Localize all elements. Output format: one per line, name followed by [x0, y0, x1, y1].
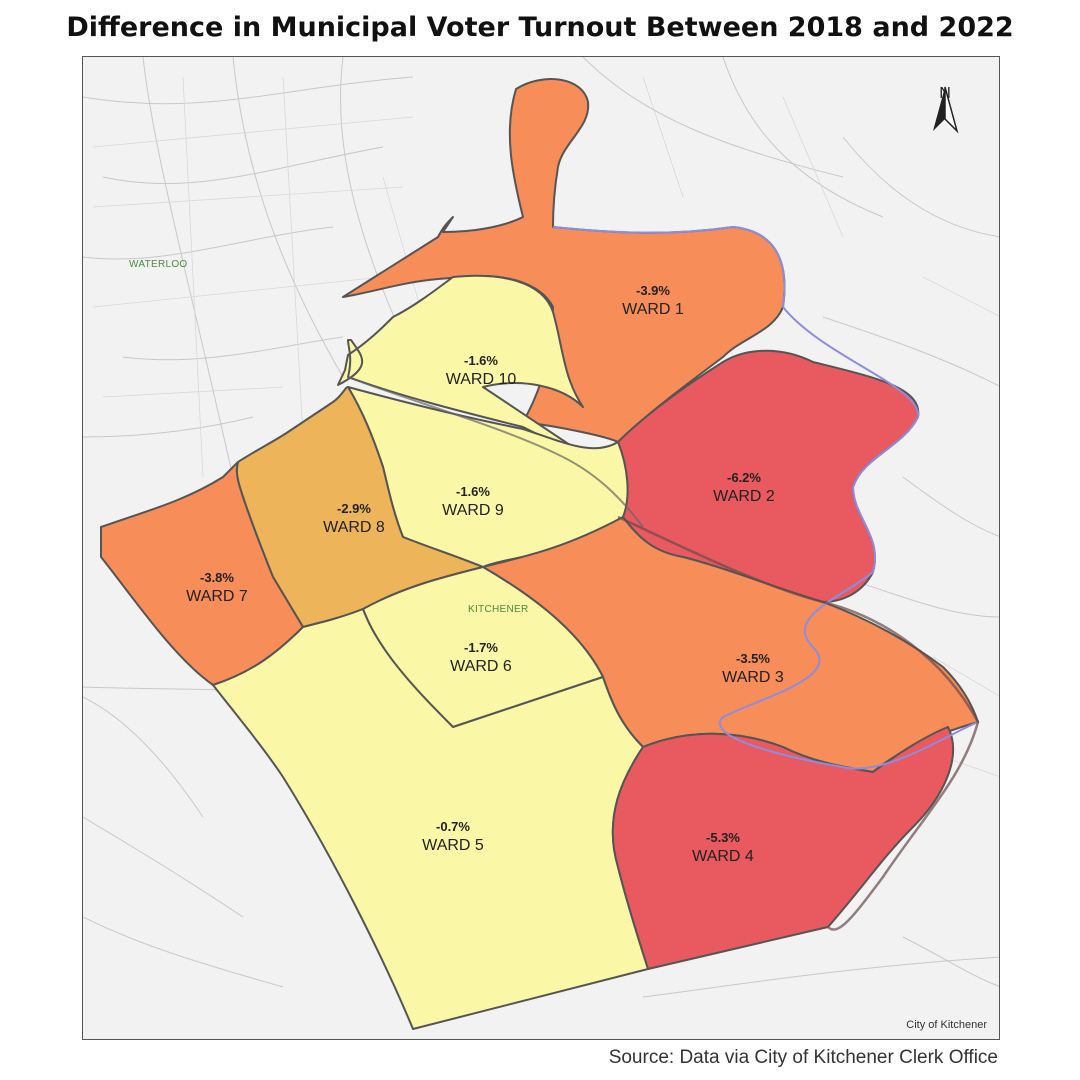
- ward-2-change: -6.2%: [727, 470, 761, 485]
- ward-5-name: WARD 5: [422, 837, 484, 854]
- river: [552, 225, 979, 770]
- ward-2-label: -6.2% WARD 2: [713, 470, 775, 506]
- ward-5-change: -0.7%: [436, 819, 470, 834]
- ward-10-change: -1.6%: [464, 353, 498, 368]
- ward-9-label: -1.6% WARD 9: [442, 484, 504, 520]
- ward-1-name: WARD 1: [622, 301, 684, 318]
- map-title: Difference in Municipal Voter Turnout Be…: [66, 12, 1014, 43]
- ward-8-name: WARD 8: [323, 519, 385, 536]
- ward-9-change: -1.6%: [456, 484, 490, 499]
- street-network-dense: [92, 76, 999, 777]
- ward-7-name: WARD 7: [186, 588, 248, 605]
- ward-6-label: -1.7% WARD 6: [450, 640, 512, 676]
- north-arrow: N: [929, 85, 961, 134]
- ward-polygons: [100, 78, 979, 1030]
- ward-6-change: -1.7%: [464, 640, 498, 655]
- source-note: Source: Data via City of Kitchener Clerk…: [608, 1047, 998, 1068]
- ward-3-change: -3.5%: [736, 651, 770, 666]
- ward-1-label: -3.9% WARD 1: [622, 283, 684, 319]
- ward-5-label: -0.7% WARD 5: [422, 819, 484, 855]
- ward-7-change: -3.8%: [200, 570, 234, 585]
- map-canvas[interactable]: [83, 57, 1000, 1040]
- ward-9-name: WARD 9: [442, 502, 504, 519]
- north-arrow-icon: [933, 86, 959, 134]
- ward-3-label: -3.5% WARD 3: [722, 651, 784, 687]
- place-label-waterloo: WATERLOO: [129, 259, 188, 270]
- ward-3-name: WARD 3: [722, 669, 784, 686]
- map-credit: City of Kitchener: [906, 1019, 987, 1031]
- ward-6-name: WARD 6: [450, 658, 512, 675]
- map-frame[interactable]: WATERLOO KITCHENER N -3.9% WARD 1 -1.6% …: [82, 56, 1000, 1040]
- ward-7-area[interactable]: [100, 461, 304, 686]
- ward-10-label: -1.6% WARD 10: [446, 353, 517, 389]
- ward-10-area[interactable]: [337, 274, 604, 468]
- ward-8-change: -2.9%: [337, 501, 371, 516]
- ward-1-change: -3.9%: [636, 283, 670, 298]
- street-network: [83, 57, 999, 998]
- ward-4-change: -5.3%: [706, 830, 740, 845]
- ward-8-label: -2.9% WARD 8: [323, 501, 385, 537]
- place-label-kitchener: KITCHENER: [468, 604, 529, 615]
- ward-7-label: -3.8% WARD 7: [186, 570, 248, 606]
- ward-4-name: WARD 4: [692, 848, 754, 865]
- rail-line: [347, 376, 644, 528]
- highway: [617, 515, 980, 931]
- ward-2-name: WARD 2: [713, 488, 775, 505]
- ward-10-name: WARD 10: [445, 371, 517, 388]
- ward-4-label: -5.3% WARD 4: [692, 830, 754, 866]
- ward-4-area[interactable]: [611, 726, 954, 970]
